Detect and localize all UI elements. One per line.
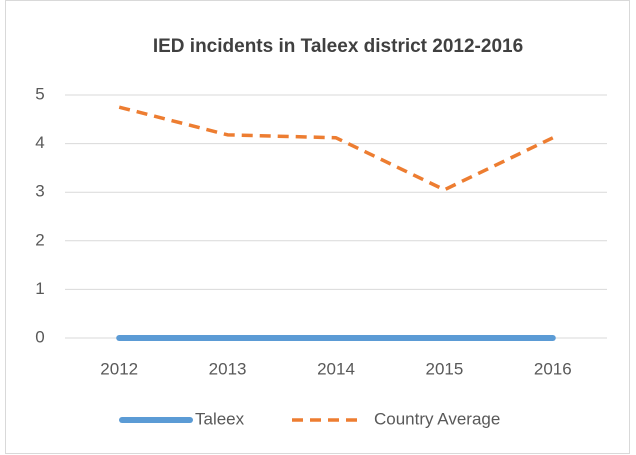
y-tick-label: 5 (35, 84, 44, 103)
y-tick-label: 1 (35, 279, 44, 298)
x-tick-label: 2016 (534, 359, 572, 378)
x-tick-label: 2013 (209, 359, 247, 378)
y-tick-label: 2 (35, 230, 44, 249)
legend-label: Taleex (195, 409, 245, 428)
x-tick-label: 2015 (425, 359, 463, 378)
x-tick-label: 2014 (317, 359, 355, 378)
series-line (118, 105, 554, 192)
x-tick-label: 2012 (100, 359, 138, 378)
chart-border (5, 0, 630, 454)
y-tick-label: 4 (35, 133, 44, 152)
y-tick-label: 3 (35, 182, 44, 201)
legend-label: Country Average (374, 409, 500, 428)
y-tick-label: 0 (35, 327, 44, 346)
chart-title: IED incidents in Taleex district 2012-20… (153, 36, 523, 57)
